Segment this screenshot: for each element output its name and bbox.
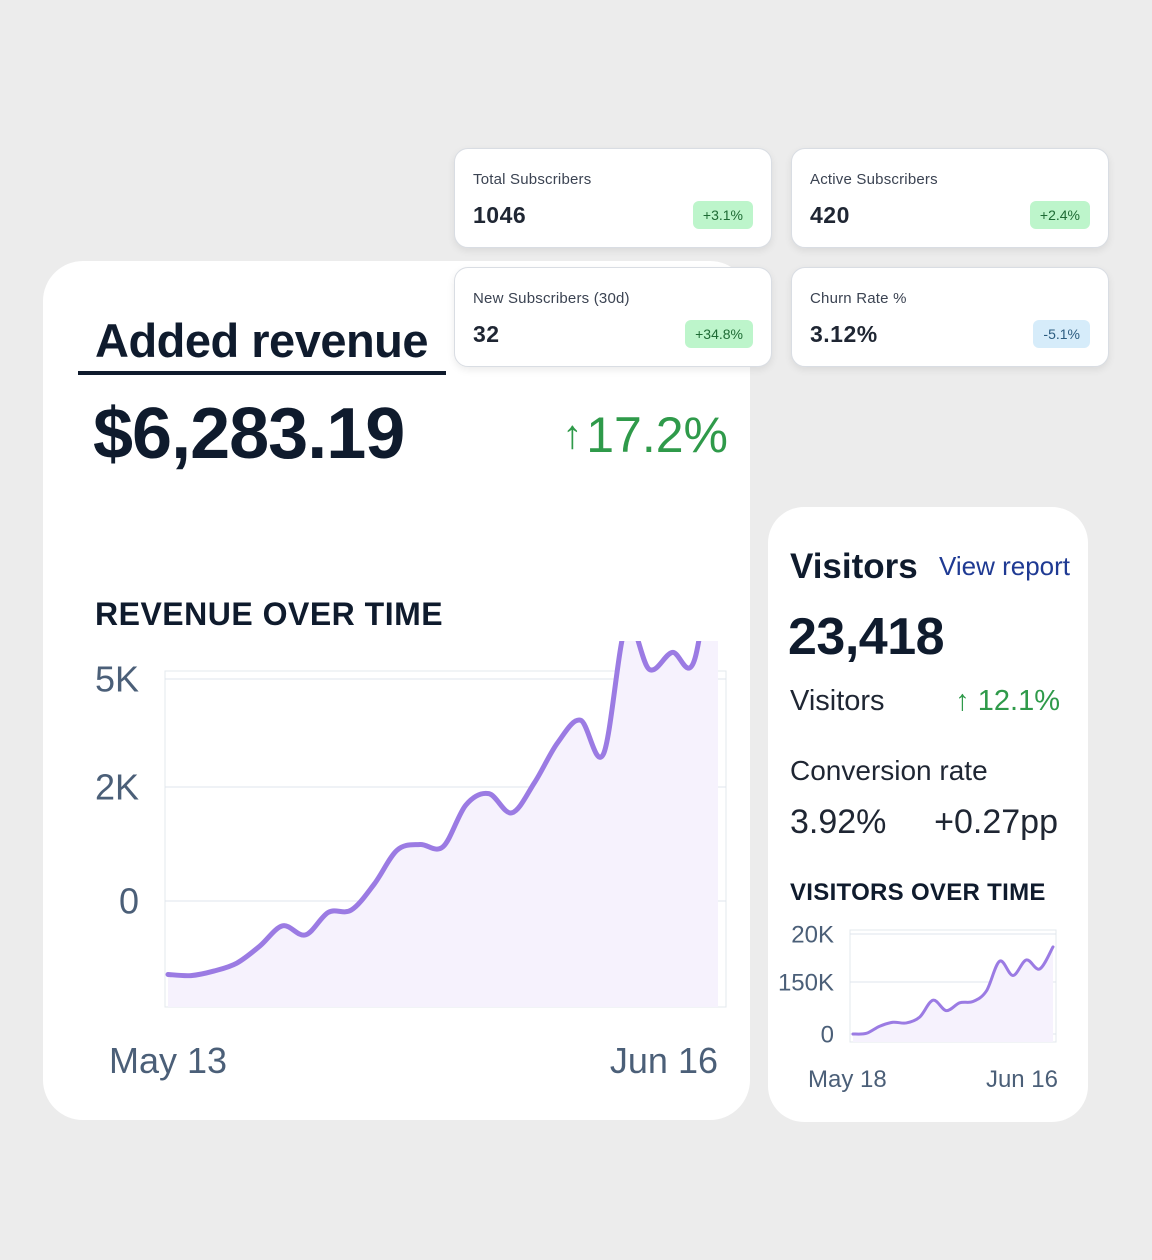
revenue-card: Added revenue $6,283.19 ↑ 17.2% REVENUE … — [43, 261, 750, 1120]
stat-value: 1046 — [473, 202, 527, 228]
x-tick-label: Jun 16 — [986, 1066, 1058, 1093]
visitors-chart: 20K 150K 0 May 18 Jun 16 — [778, 921, 1058, 1093]
stat-tile-total-subscribers[interactable]: Total Subscribers 1046 +3.1% — [454, 148, 772, 248]
revenue-chart-title: REVENUE OVER TIME — [95, 596, 444, 632]
arrow-up-icon: ↑ — [562, 412, 583, 457]
y-tick-label: 0 — [119, 881, 139, 922]
revenue-title: Added revenue — [95, 314, 429, 367]
stat-label: New Subscribers (30d) — [473, 290, 630, 307]
series-area — [853, 946, 1053, 1042]
y-tick-label: 2K — [95, 767, 139, 808]
visitors-card: Visitors View report 23,418 Visitors ↑ 1… — [768, 507, 1088, 1122]
stat-change-badge: -5.1% — [1033, 320, 1090, 348]
stat-label: Active Subscribers — [810, 171, 938, 188]
series-line — [165, 641, 702, 979]
stat-label: Churn Rate % — [810, 290, 907, 307]
view-report-link[interactable]: View report — [938, 551, 1070, 581]
stat-label: Total Subscribers — [473, 171, 592, 188]
y-tick-label: 0 — [821, 1021, 834, 1048]
stat-change-badge: +2.4% — [1029, 201, 1090, 229]
visitors-title: Visitors — [790, 547, 918, 586]
stat-value: 3.12% — [810, 321, 878, 347]
stat-value: 32 — [473, 321, 500, 347]
stat-tile-churn-rate[interactable]: Churn Rate % 3.12% -5.1% — [791, 267, 1109, 367]
visitors-chart-title: VISITORS OVER TIME — [790, 879, 1046, 906]
revenue-chart: 5K 2K 0 May 13 Jun 16 — [95, 641, 727, 1081]
stat-tile-new-subscribers[interactable]: New Subscribers (30d) 32 +34.8% — [454, 267, 772, 367]
x-tick-label: May 18 — [808, 1066, 887, 1093]
revenue-change: ↑ 17.2% — [562, 406, 728, 464]
y-tick-label: 20K — [791, 921, 834, 948]
visitors-label: Visitors — [790, 685, 885, 717]
conversion-rate-label: Conversion rate — [790, 755, 988, 786]
series-area — [168, 641, 718, 1007]
stat-value: 420 — [810, 202, 850, 228]
stat-change-badge: +34.8% — [685, 320, 753, 348]
revenue-title-underline — [78, 371, 446, 375]
y-tick-label: 150K — [778, 969, 834, 996]
series-line — [851, 945, 1055, 1036]
visitors-change: ↑ 12.1% — [955, 685, 1060, 717]
conversion-rate-value: 3.92% — [790, 803, 887, 841]
revenue-value: $6,283.19 — [93, 394, 405, 474]
stat-change-badge: +3.1% — [692, 201, 753, 229]
revenue-change-value: 17.2% — [586, 407, 728, 463]
conversion-rate-change: +0.27pp — [934, 803, 1058, 841]
y-tick-label: 5K — [95, 659, 139, 700]
visitors-value: 23,418 — [788, 608, 945, 666]
x-tick-label: Jun 16 — [610, 1040, 718, 1081]
stat-tile-active-subscribers[interactable]: Active Subscribers 420 +2.4% — [791, 148, 1109, 248]
x-tick-label: May 13 — [109, 1040, 227, 1081]
